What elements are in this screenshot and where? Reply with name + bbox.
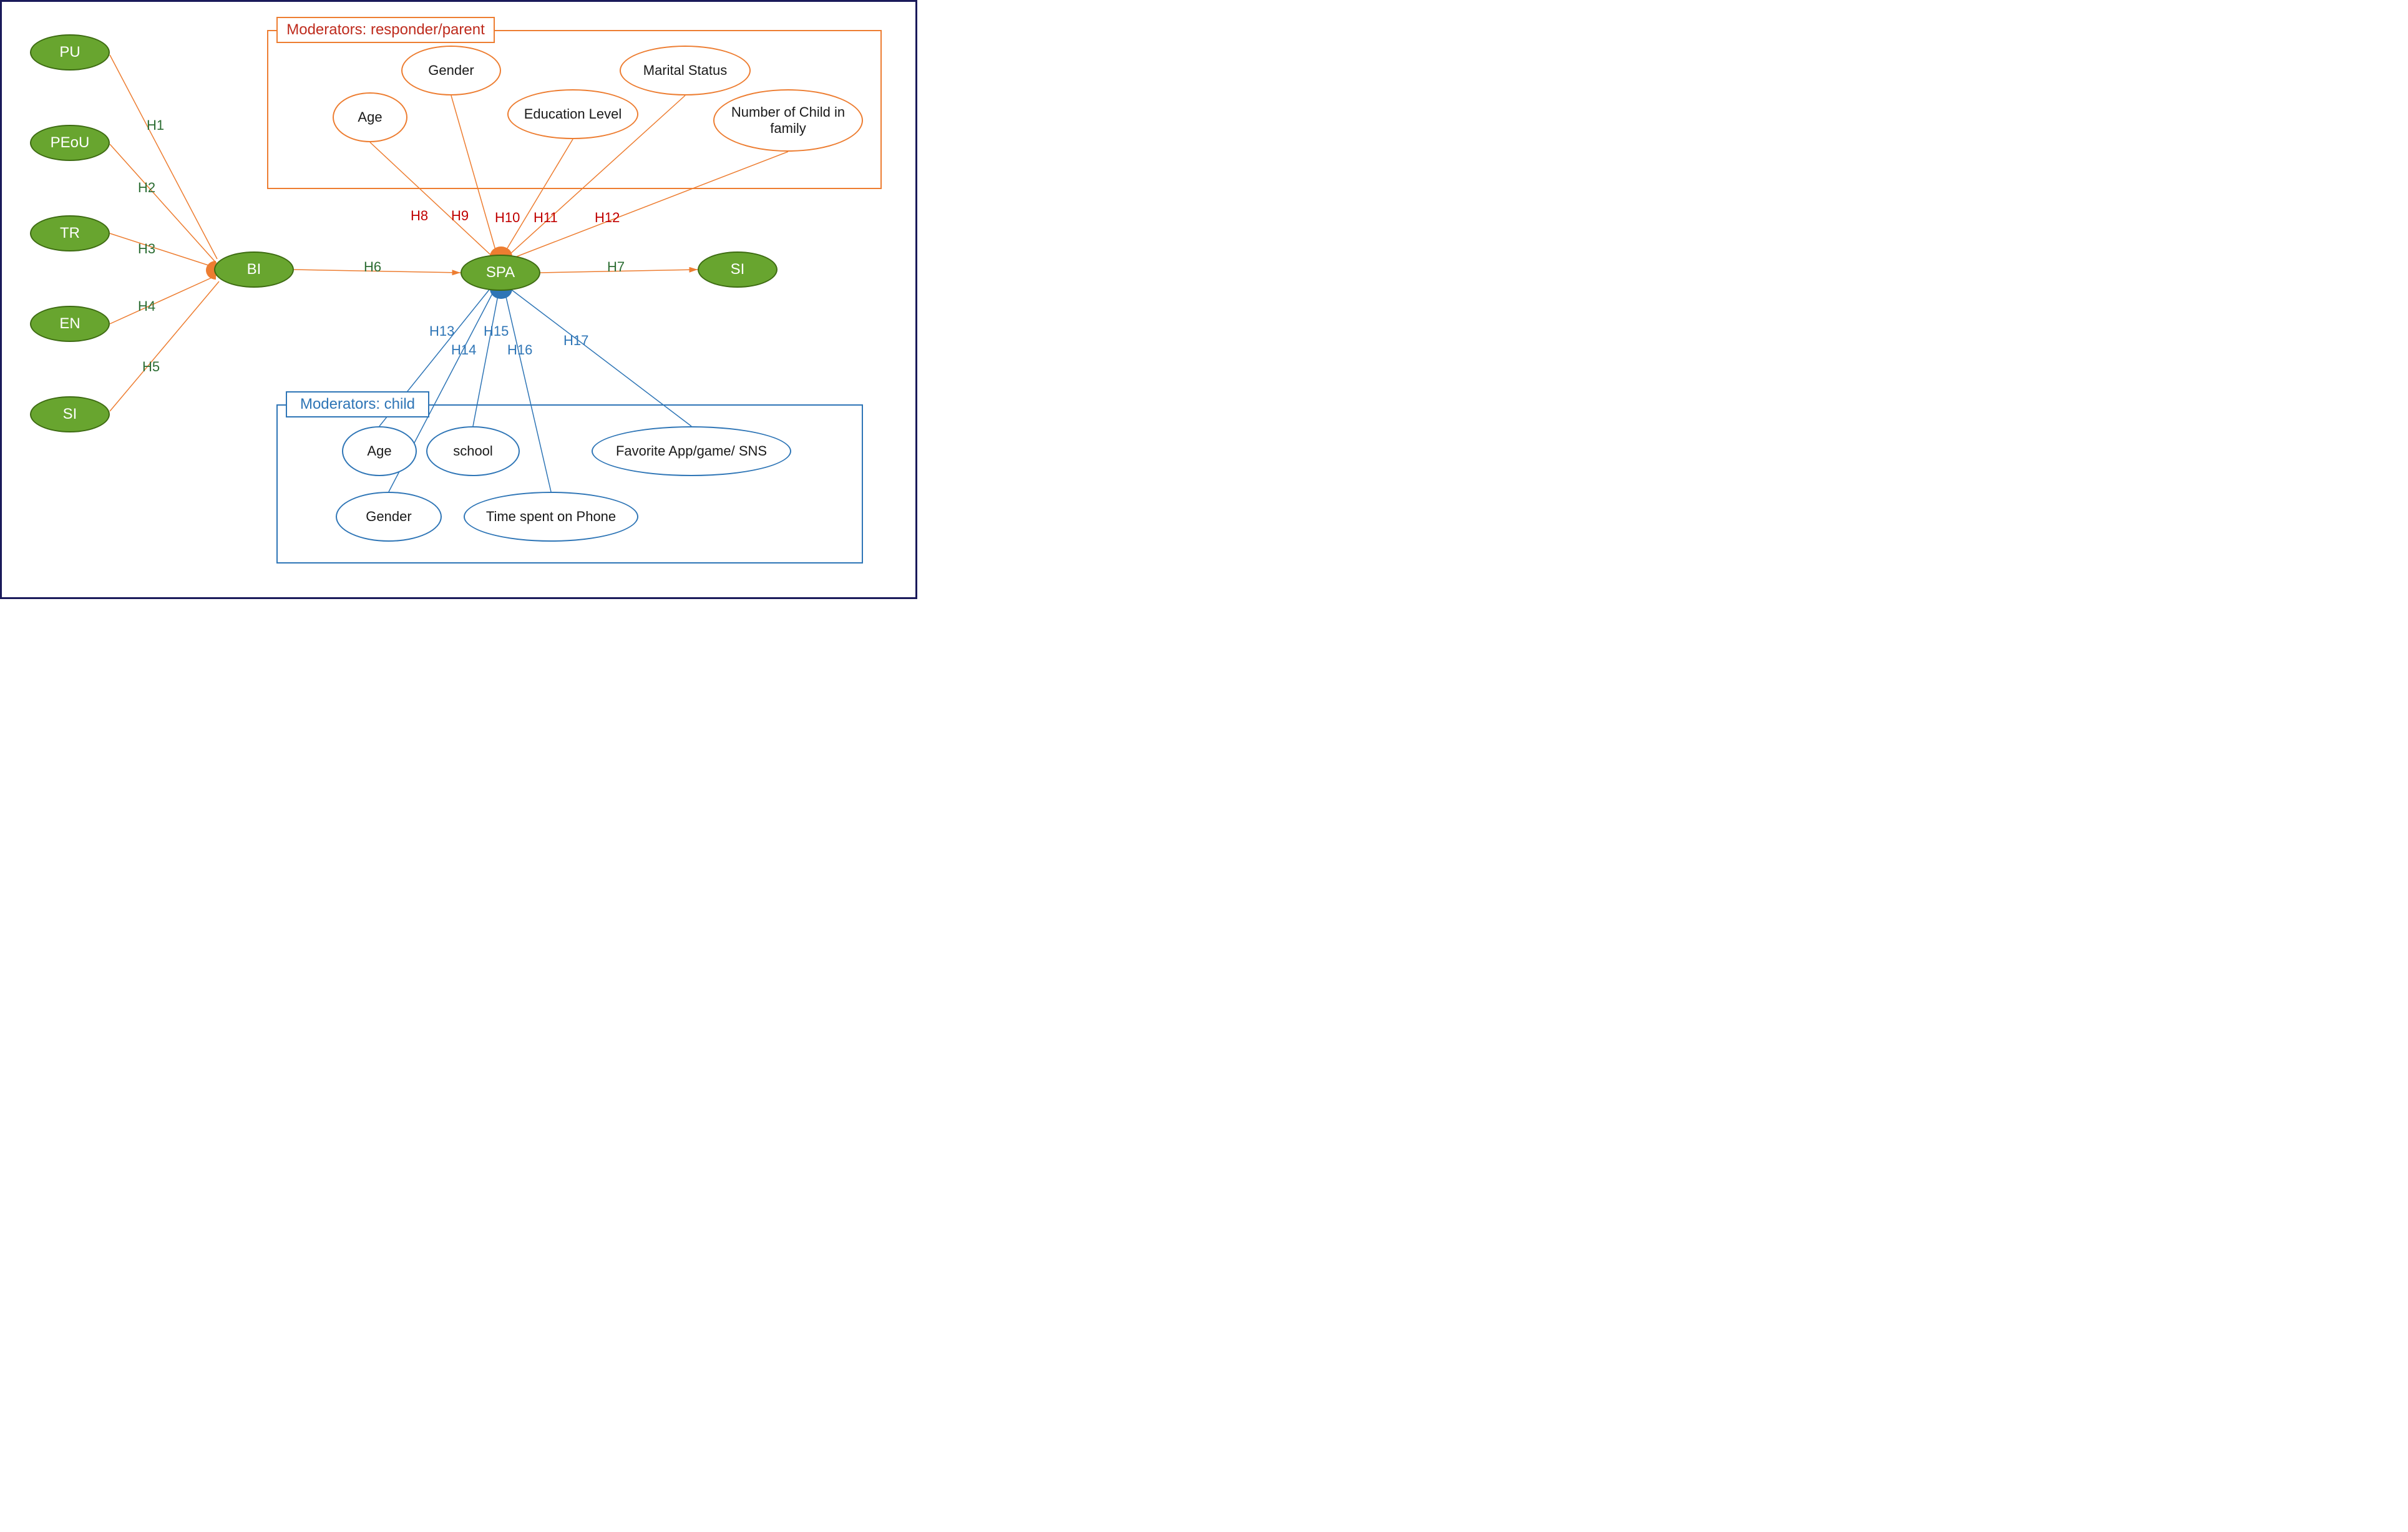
child-mod-gender-label: Gender <box>366 509 411 525</box>
hypothesis-label-H17: H17 <box>563 333 588 349</box>
parent-mod-gender-label: Gender <box>428 62 474 79</box>
node-TR-label: TR <box>60 225 80 243</box>
hypothesis-label-H2: H2 <box>138 180 155 196</box>
child-mod-age-label: Age <box>367 443 391 459</box>
node-PU-label: PU <box>59 44 80 62</box>
hypothesis-label-H7: H7 <box>607 259 625 275</box>
node-SI_l: SI <box>30 396 110 432</box>
hypothesis-label-H10-text: H10 <box>495 210 520 225</box>
hypothesis-label-H6-text: H6 <box>364 259 381 275</box>
node-SPA: SPA <box>461 255 540 291</box>
node-EN: EN <box>30 306 110 342</box>
hypothesis-label-H4-text: H4 <box>138 298 155 314</box>
moderator-parent-title-text: Moderators: responder/parent <box>286 21 485 39</box>
parent-mod-marital-label: Marital Status <box>643 62 728 79</box>
hypothesis-label-H5-text: H5 <box>142 359 160 374</box>
hypothesis-label-H9-text: H9 <box>451 208 469 223</box>
child-mod-gender: Gender <box>336 492 442 542</box>
hypothesis-label-H14: H14 <box>451 342 476 358</box>
node-TR: TR <box>30 215 110 251</box>
hypothesis-label-H14-text: H14 <box>451 342 476 358</box>
child-mod-time-label: Time spent on Phone <box>486 509 616 525</box>
node-EN-label: EN <box>59 315 80 333</box>
node-SI_r-label: SI <box>731 261 745 279</box>
parent-mod-marital: Marital Status <box>620 46 751 95</box>
hypothesis-label-H13-text: H13 <box>429 323 454 339</box>
hypothesis-label-H16: H16 <box>507 342 532 358</box>
moderator-parent-title: Moderators: responder/parent <box>276 17 495 43</box>
child-mod-school-label: school <box>453 443 493 459</box>
parent-mod-edu: Education Level <box>507 89 638 139</box>
hypothesis-label-H12: H12 <box>595 210 620 226</box>
node-SI_l-label: SI <box>63 406 77 424</box>
hypothesis-label-H2-text: H2 <box>138 180 155 195</box>
moderator-child-title-text: Moderators: child <box>300 396 415 413</box>
child-mod-school: school <box>426 426 520 476</box>
hypothesis-label-H4: H4 <box>138 298 155 315</box>
hypothesis-label-H1: H1 <box>147 117 164 134</box>
hypothesis-label-H16-text: H16 <box>507 342 532 358</box>
hypothesis-label-H10: H10 <box>495 210 520 226</box>
hypothesis-label-H17-text: H17 <box>563 333 588 348</box>
hypothesis-label-H3-text: H3 <box>138 241 155 256</box>
node-SI_r: SI <box>698 251 777 288</box>
node-PEoU: PEoU <box>30 125 110 161</box>
node-PU: PU <box>30 34 110 71</box>
hypothesis-label-H6: H6 <box>364 259 381 275</box>
hypothesis-label-H9: H9 <box>451 208 469 224</box>
hypothesis-label-H11: H11 <box>534 210 558 226</box>
child-mod-time: Time spent on Phone <box>464 492 638 542</box>
child-mod-age: Age <box>342 426 417 476</box>
node-SPA-label: SPA <box>486 264 515 282</box>
hypothesis-label-H12-text: H12 <box>595 210 620 225</box>
child-mod-fav: Favorite App/game/ SNS <box>592 426 791 476</box>
parent-mod-numchild-label: Number of Child in family <box>719 104 857 137</box>
parent-mod-edu-label: Education Level <box>524 106 622 122</box>
hypothesis-label-H15: H15 <box>484 323 509 339</box>
hypothesis-label-H13: H13 <box>429 323 454 339</box>
hypothesis-label-H8-text: H8 <box>411 208 428 223</box>
hypothesis-label-H8: H8 <box>411 208 428 224</box>
hypothesis-label-H1-text: H1 <box>147 117 164 133</box>
diagram-canvas: Moderators: responder/parent Moderators:… <box>0 0 917 599</box>
node-PEoU-label: PEoU <box>51 134 90 152</box>
hypothesis-label-H7-text: H7 <box>607 259 625 275</box>
node-BI: BI <box>214 251 294 288</box>
node-BI-label: BI <box>247 261 261 279</box>
child-mod-fav-label: Favorite App/game/ SNS <box>616 443 767 459</box>
parent-mod-gender: Gender <box>401 46 501 95</box>
moderator-child-title: Moderators: child <box>286 391 429 417</box>
hypothesis-label-H5: H5 <box>142 359 160 375</box>
hypothesis-label-H15-text: H15 <box>484 323 509 339</box>
parent-mod-age-label: Age <box>358 109 382 125</box>
hypothesis-label-H3: H3 <box>138 241 155 257</box>
parent-mod-age: Age <box>333 92 407 142</box>
hypothesis-label-H11-text: H11 <box>534 210 558 225</box>
parent-mod-numchild: Number of Child in family <box>713 89 863 152</box>
